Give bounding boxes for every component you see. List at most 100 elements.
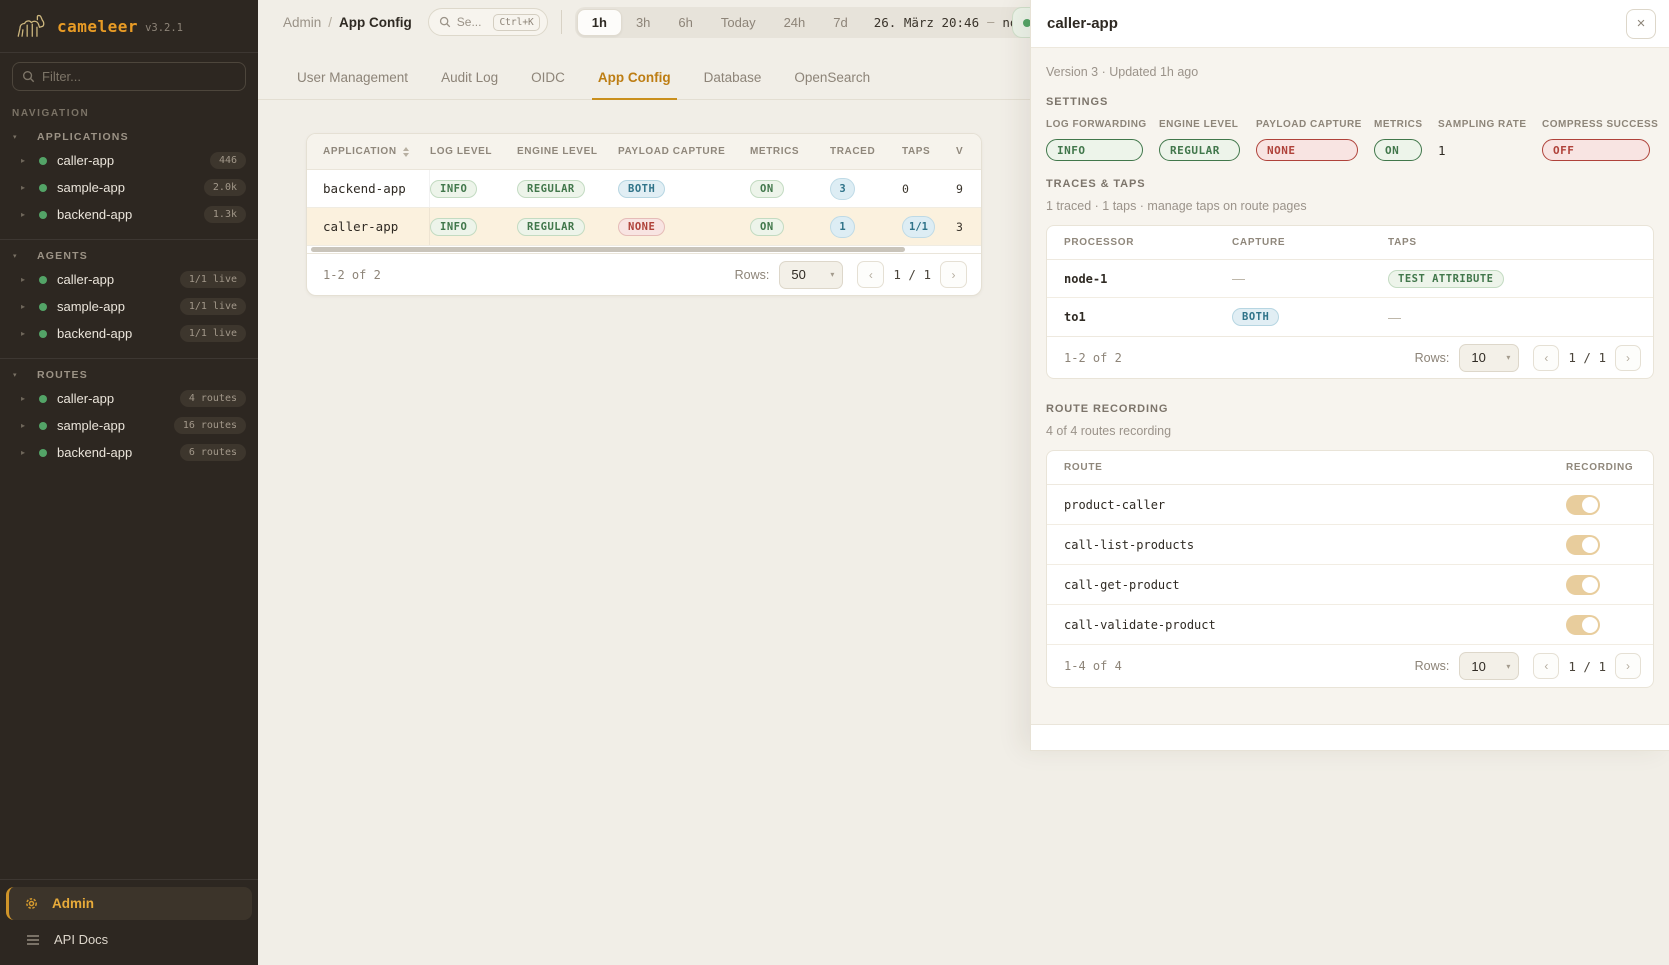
traces-taps-heading: TRACES & TAPS	[1046, 178, 1146, 190]
taps-value: —	[1388, 309, 1401, 325]
sort-icon	[402, 146, 409, 157]
filter-input[interactable]	[42, 69, 212, 84]
section-label: APPLICATIONS	[37, 131, 129, 143]
next-page-button[interactable]: ›	[940, 261, 967, 288]
column-header-application[interactable]: APPLICATION	[307, 146, 430, 157]
sidebar-item-applications-backend-app[interactable]: ▸ backend-app 1.3k	[0, 201, 258, 228]
metrics-badge: ON	[750, 217, 784, 236]
version-value: 9	[956, 181, 963, 196]
time-range-3h[interactable]: 3h	[635, 14, 651, 30]
table-row-backend-app[interactable]: backend-app INFO REGULAR BOTH ON 3 0 9	[307, 170, 981, 208]
app-logo[interactable]: cameleer v3.2.1	[0, 0, 258, 53]
time-range-24h[interactable]: 24h	[783, 14, 806, 30]
app-config-table: APPLICATION LOG LEVEL ENGINE LEVEL PAYLO…	[306, 133, 982, 296]
time-range-6h[interactable]: 6h	[678, 14, 693, 30]
version-value: 3	[956, 219, 963, 234]
prev-page-button[interactable]: ‹	[1533, 344, 1560, 371]
route-recording-subtext: 4 of 4 routes recording	[1046, 424, 1172, 438]
sidebar-item-agents-caller-app[interactable]: ▸ caller-app 1/1 live	[0, 266, 258, 293]
chevron-right-icon: ▸	[21, 329, 26, 338]
chevron-right-icon: ▸	[21, 394, 26, 403]
count-badge: 6 routes	[179, 444, 246, 461]
prev-page-button[interactable]: ‹	[1533, 653, 1560, 679]
route-row-call-get-product: call-get-product	[1047, 565, 1653, 605]
sidebar-item-routes-backend-app[interactable]: ▸ backend-app 6 routes	[0, 439, 258, 466]
global-search[interactable]: Se... Ctrl+K	[427, 8, 548, 36]
status-dot	[39, 448, 47, 457]
chevron-down-icon: ▾	[1506, 661, 1511, 671]
api-docs-label: API Docs	[54, 932, 109, 947]
time-range-7d[interactable]: 7d	[833, 14, 848, 30]
sidebar-filter[interactable]	[12, 62, 246, 91]
app-name: cameleer	[57, 16, 139, 36]
recording-toggle[interactable]	[1566, 574, 1600, 595]
sidebar-item-routes-sample-app[interactable]: ▸ sample-app 16 routes	[0, 412, 258, 439]
table-row-node-1[interactable]: node-1 — TEST ATTRIBUTE	[1047, 260, 1653, 298]
close-button[interactable]: ×	[1626, 8, 1656, 39]
taps-count-badge: 1/1	[902, 215, 935, 238]
column-header-version: V	[956, 146, 964, 157]
breadcrumb-current: App Config	[339, 14, 412, 30]
recording-toggle[interactable]	[1566, 494, 1600, 515]
column-header-processor: PROCESSOR	[1064, 237, 1135, 248]
field-value-badge: INFO	[1046, 139, 1143, 161]
count-badge: 1/1 live	[179, 298, 246, 315]
sidebar-item-applications-caller-app[interactable]: ▸ caller-app 446	[0, 147, 258, 174]
section-header-agents[interactable]: ▾ AGENTS	[0, 240, 258, 266]
rows-per-page-select[interactable]: 10 ▾	[1459, 652, 1520, 680]
tab-opensearch[interactable]: OpenSearch	[794, 70, 871, 85]
horizontal-scrollbar[interactable]	[311, 247, 905, 252]
sidebar-section-agents: ▾ AGENTS ▸ caller-app 1/1 live ▸ sample-…	[0, 240, 258, 359]
breadcrumb-separator: /	[328, 14, 333, 30]
route-name: call-validate-product	[1064, 617, 1216, 632]
capture-value: —	[1232, 271, 1245, 286]
next-page-button[interactable]: ›	[1615, 653, 1641, 679]
section-header-applications[interactable]: ▾ APPLICATIONS	[0, 121, 258, 147]
search-icon	[439, 16, 451, 28]
sidebar-item-agents-backend-app[interactable]: ▸ backend-app 1/1 live	[0, 320, 258, 347]
chevron-right-icon: ▸	[21, 275, 26, 284]
field-label: SAMPLING RATE	[1438, 119, 1527, 130]
column-header-recording: RECORDING	[1566, 462, 1634, 473]
sidebar-item-applications-sample-app[interactable]: ▸ sample-app 2.0k	[0, 174, 258, 201]
payload-capture-badge: NONE	[618, 217, 666, 236]
sidebar-section-applications: ▾ APPLICATIONS ▸ caller-app 446 ▸ sample…	[0, 121, 258, 240]
tab-oidc[interactable]: OIDC	[531, 70, 565, 85]
field-sampling-rate: SAMPLING RATE 1	[1438, 119, 1526, 158]
rows-per-page-label: Rows:	[1414, 659, 1450, 673]
sidebar-item-api-docs[interactable]: API Docs	[6, 923, 252, 956]
breadcrumb-admin[interactable]: Admin	[283, 14, 322, 30]
status-dot	[39, 156, 47, 165]
table-row-to1[interactable]: to1 BOTH —	[1047, 298, 1653, 336]
rows-per-page-select[interactable]: 10 ▾	[1459, 343, 1520, 372]
time-range-today[interactable]: Today	[720, 14, 756, 30]
item-label: backend-app	[57, 445, 133, 460]
sidebar-item-agents-sample-app[interactable]: ▸ sample-app 1/1 live	[0, 293, 258, 320]
page-indicator: 1 / 1	[893, 267, 931, 282]
field-label: ENGINE LEVEL	[1159, 119, 1239, 130]
recording-toggle[interactable]	[1566, 614, 1600, 635]
sidebar-item-admin[interactable]: Admin	[6, 887, 252, 920]
chevron-right-icon: ▸	[21, 421, 26, 430]
section-header-routes[interactable]: ▾ ROUTES	[0, 359, 258, 385]
next-page-button[interactable]: ›	[1615, 344, 1641, 371]
time-range-display[interactable]: 26. März 20:46 — now	[862, 15, 1037, 30]
engine-level-badge: REGULAR	[517, 217, 585, 236]
route-row-call-validate-product: call-validate-product	[1047, 605, 1653, 645]
sidebar-item-routes-caller-app[interactable]: ▸ caller-app 4 routes	[0, 385, 258, 412]
rows-per-page-select[interactable]: 50 ▾	[779, 260, 844, 289]
tab-audit-log[interactable]: Audit Log	[441, 70, 499, 85]
recording-toggle[interactable]	[1566, 534, 1600, 555]
prev-page-button[interactable]: ‹	[857, 261, 885, 288]
time-range-1h[interactable]: 1h	[576, 8, 622, 36]
tab-database[interactable]: Database	[703, 70, 762, 85]
tab-app-config[interactable]: App Config	[591, 70, 677, 100]
table-row-caller-app[interactable]: caller-app INFO REGULAR NONE ON 1 1/1 3	[307, 208, 981, 246]
field-value: 1	[1438, 143, 1446, 158]
status-dot	[39, 329, 47, 338]
pagination-range: 1-4 of 4	[1064, 659, 1122, 673]
route-name: call-get-product	[1064, 577, 1180, 592]
chevron-right-icon: ▸	[21, 183, 26, 192]
time-from: 26. März 20:46	[873, 14, 980, 30]
tab-user-management[interactable]: User Management	[297, 70, 409, 85]
